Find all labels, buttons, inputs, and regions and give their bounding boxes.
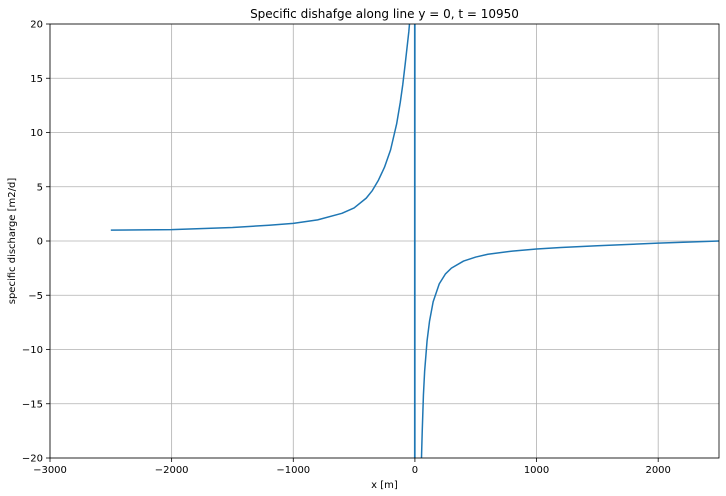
y-tick-label: 20: [30, 20, 43, 31]
y-tick-label: 5: [37, 182, 43, 193]
series-line-segment-1: [110, 24, 411, 231]
series-layer: [110, 24, 719, 458]
x-tick-label: −3000: [33, 465, 67, 476]
series-line-segment-3: [420, 240, 719, 458]
x-tick-label: 1000: [524, 465, 549, 476]
y-tick-label: −15: [22, 399, 43, 410]
y-axis-label: specific discharge [m2/d]: [7, 178, 18, 305]
x-tick-label: 2000: [645, 465, 670, 476]
y-tick-label: −5: [28, 291, 43, 302]
y-tick-label: 15: [30, 74, 43, 85]
x-axis-label: x [m]: [371, 480, 398, 491]
x-tick-label: −1000: [276, 465, 310, 476]
ticks: −3000 −2000 −1000 0 1000 2000 −20 −15 −10 −5 0 5 10 1…: [22, 20, 671, 477]
chart-title: Specific dishafge along line y = 0, t = …: [250, 7, 519, 21]
y-tick-label: 10: [30, 128, 43, 139]
x-tick-label: −2000: [155, 465, 189, 476]
y-tick-label: −20: [22, 454, 43, 465]
x-tick-label: 0: [412, 465, 418, 476]
y-tick-label: 0: [37, 237, 43, 248]
y-tick-label: −10: [22, 345, 43, 356]
